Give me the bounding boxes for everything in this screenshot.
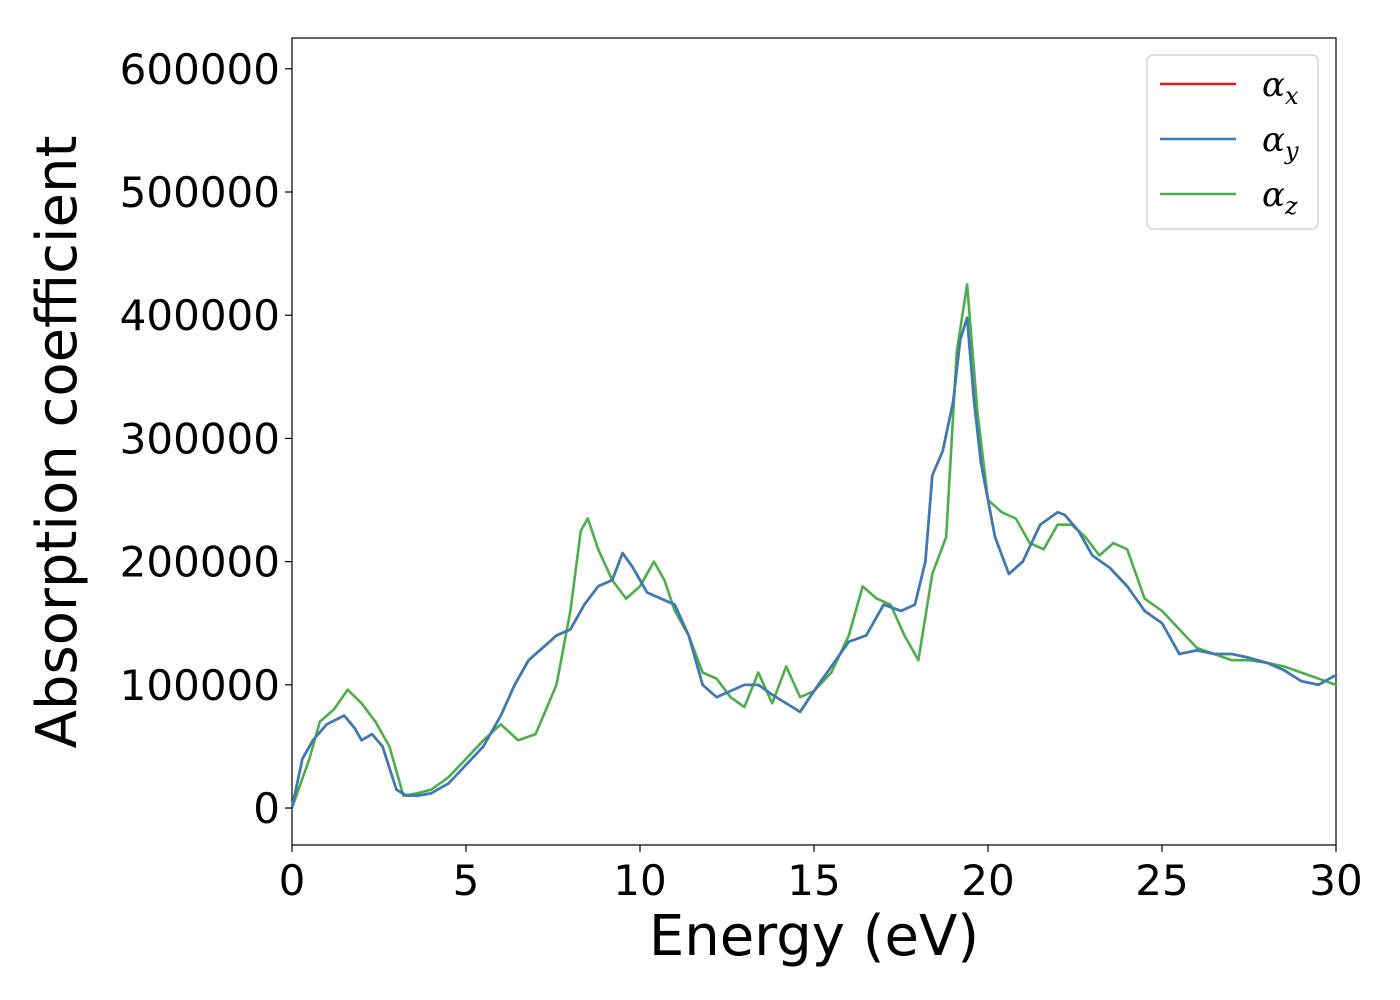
legend-label-base: α (1262, 65, 1285, 105)
y-tick-label: 500000 (120, 168, 280, 217)
legend-label-subscript: y (1284, 137, 1299, 165)
y-axis-label: Absorption coefficient (25, 136, 90, 749)
legend-label-y: αy (1262, 120, 1299, 165)
x-tick-label: 25 (1135, 856, 1188, 905)
legend-label-subscript: x (1285, 82, 1299, 110)
y-tick-label: 400000 (120, 291, 280, 340)
y-axis: 0 100000 200000 300000 400000 500000 600000 (120, 45, 292, 833)
x-tick-label: 5 (453, 856, 480, 905)
x-tick-label: 10 (613, 856, 666, 905)
legend-label-z: αz (1262, 175, 1298, 220)
y-tick-label: 0 (253, 784, 280, 833)
x-axis-label: Energy (eV) (649, 904, 979, 969)
x-axis: 0 5 10 15 20 25 30 (279, 845, 1363, 905)
x-tick-label: 20 (961, 856, 1014, 905)
series-layer (290, 283, 1338, 810)
legend-box (1146, 54, 1319, 230)
y-tick-label: 200000 (120, 538, 280, 587)
series-line-z (290, 283, 1338, 810)
y-tick-label: 300000 (120, 414, 280, 463)
legend-label-base: α (1262, 120, 1285, 160)
legend-label-subscript: z (1284, 192, 1298, 220)
x-tick-label: 30 (1309, 856, 1362, 905)
x-tick-label: 15 (787, 856, 840, 905)
series-line-y (290, 316, 1338, 810)
x-tick-label: 0 (279, 856, 306, 905)
legend-label-base: α (1262, 175, 1285, 215)
legend-label-x: αx (1262, 65, 1299, 110)
y-tick-label: 600000 (120, 45, 280, 94)
y-tick-label: 100000 (120, 661, 280, 710)
